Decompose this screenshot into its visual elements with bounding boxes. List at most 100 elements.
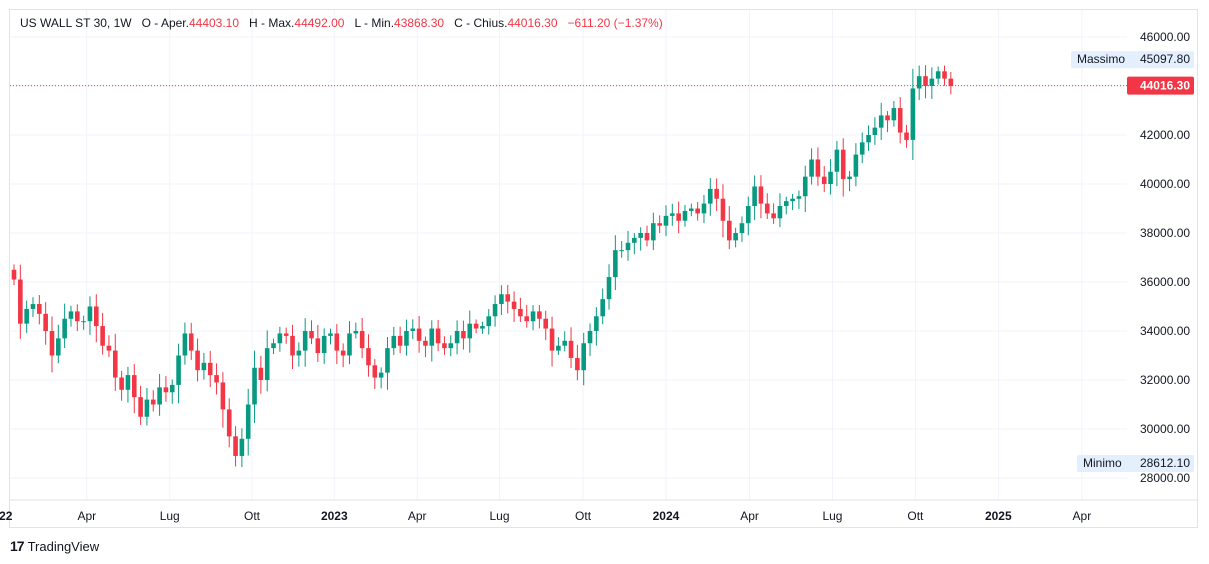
candle-body[interactable] (315, 338, 321, 354)
candle-body[interactable] (828, 171, 833, 184)
candle-body[interactable] (499, 294, 504, 305)
candle-body[interactable] (18, 279, 23, 324)
candle-body[interactable] (43, 313, 48, 331)
candle-body[interactable] (549, 328, 555, 351)
candle-body[interactable] (131, 375, 137, 398)
tradingview-branding[interactable]: 17 TradingView (10, 538, 99, 554)
candle-body[interactable] (935, 71, 941, 79)
candle-body[interactable] (423, 340, 428, 346)
candle-body[interactable] (638, 233, 643, 238)
candle-body[interactable] (321, 335, 327, 354)
candle-body[interactable] (708, 188, 713, 204)
candle-body[interactable] (625, 242, 631, 251)
candle-body[interactable] (783, 201, 789, 207)
candle-body[interactable] (670, 213, 675, 216)
candle-body[interactable] (891, 108, 897, 121)
candle-body[interactable] (144, 399, 150, 417)
candle-body[interactable] (619, 250, 624, 252)
candle-body[interactable] (581, 343, 586, 371)
candle-body[interactable] (24, 308, 29, 324)
candle-body[interactable] (530, 311, 536, 322)
candle-body[interactable] (353, 331, 359, 334)
candle-body[interactable] (606, 277, 612, 300)
candle-body[interactable] (594, 316, 599, 331)
candle-body[interactable] (676, 213, 681, 221)
candle-body[interactable] (777, 206, 783, 219)
candle-body[interactable] (771, 213, 776, 219)
candle-body[interactable] (372, 365, 378, 378)
candle-body[interactable] (68, 311, 74, 319)
candle-body[interactable] (75, 311, 80, 322)
candle-body[interactable] (543, 318, 549, 329)
candle-body[interactable] (461, 331, 466, 339)
candle-body[interactable] (176, 355, 181, 385)
candle-body[interactable] (245, 404, 251, 439)
candle-body[interactable] (150, 399, 156, 405)
candle-body[interactable] (467, 323, 473, 339)
candle-body[interactable] (562, 340, 568, 346)
candle-body[interactable] (119, 377, 124, 390)
candle-body[interactable] (866, 135, 871, 143)
candle-body[interactable] (106, 345, 112, 351)
candle-body[interactable] (93, 306, 99, 327)
candle-body[interactable] (81, 321, 86, 323)
candle-body[interactable] (359, 331, 365, 349)
candle-body[interactable] (252, 367, 257, 405)
candle-body[interactable] (163, 387, 169, 393)
candle-body[interactable] (714, 188, 719, 199)
candle-body[interactable] (505, 294, 511, 302)
candle-body[interactable] (410, 328, 416, 331)
candle-body[interactable] (657, 223, 662, 226)
candle-body[interactable] (207, 362, 213, 376)
candle-body[interactable] (62, 318, 67, 339)
candle-body[interactable] (859, 142, 865, 155)
candle-body[interactable] (739, 223, 745, 233)
candle-body[interactable] (948, 78, 954, 86)
candle-body[interactable] (429, 328, 435, 346)
candle-body[interactable] (651, 223, 656, 241)
candle-body[interactable] (347, 333, 352, 356)
candle-body[interactable] (37, 304, 42, 314)
candle-body[interactable] (271, 343, 276, 349)
candle-body[interactable] (195, 350, 200, 371)
candle-body[interactable] (809, 159, 814, 177)
candle-body[interactable] (815, 159, 821, 177)
candle-body[interactable] (663, 215, 669, 226)
candle-body[interactable] (169, 384, 175, 393)
candle-body[interactable] (397, 335, 403, 346)
candle-body[interactable] (239, 438, 245, 456)
candle-body[interactable] (378, 372, 384, 378)
candle-body[interactable] (872, 127, 878, 135)
candle-body[interactable] (49, 331, 55, 356)
candle-body[interactable] (138, 397, 143, 417)
candle-body[interactable] (796, 196, 802, 199)
candle-body[interactable] (385, 348, 390, 373)
candle-body[interactable] (112, 350, 118, 378)
candle-body[interactable] (340, 350, 346, 356)
candle-body[interactable] (840, 149, 846, 180)
candle-body[interactable] (328, 333, 333, 336)
candle-body[interactable] (556, 345, 561, 351)
candle-body[interactable] (334, 333, 340, 351)
candle-body[interactable] (644, 233, 650, 241)
candle-body[interactable] (404, 331, 409, 346)
candle-body[interactable] (182, 333, 188, 356)
candle-body[interactable] (923, 76, 928, 86)
candle-body[interactable] (695, 208, 700, 214)
candle-body[interactable] (480, 326, 485, 329)
candle-body[interactable] (834, 149, 840, 172)
candle-body[interactable] (537, 311, 542, 319)
candle-body[interactable] (416, 328, 422, 341)
candle-body[interactable] (587, 331, 593, 344)
candle-body[interactable] (233, 436, 238, 456)
candle-body[interactable] (188, 333, 194, 351)
candle-body[interactable] (701, 203, 707, 214)
candle-body[interactable] (226, 409, 232, 437)
candle-body[interactable] (264, 348, 270, 380)
candle-body[interactable] (201, 362, 207, 371)
candle-body[interactable] (878, 115, 884, 128)
candle-body[interactable] (575, 357, 580, 371)
candle-body[interactable] (296, 350, 302, 356)
candle-body[interactable] (258, 367, 264, 380)
